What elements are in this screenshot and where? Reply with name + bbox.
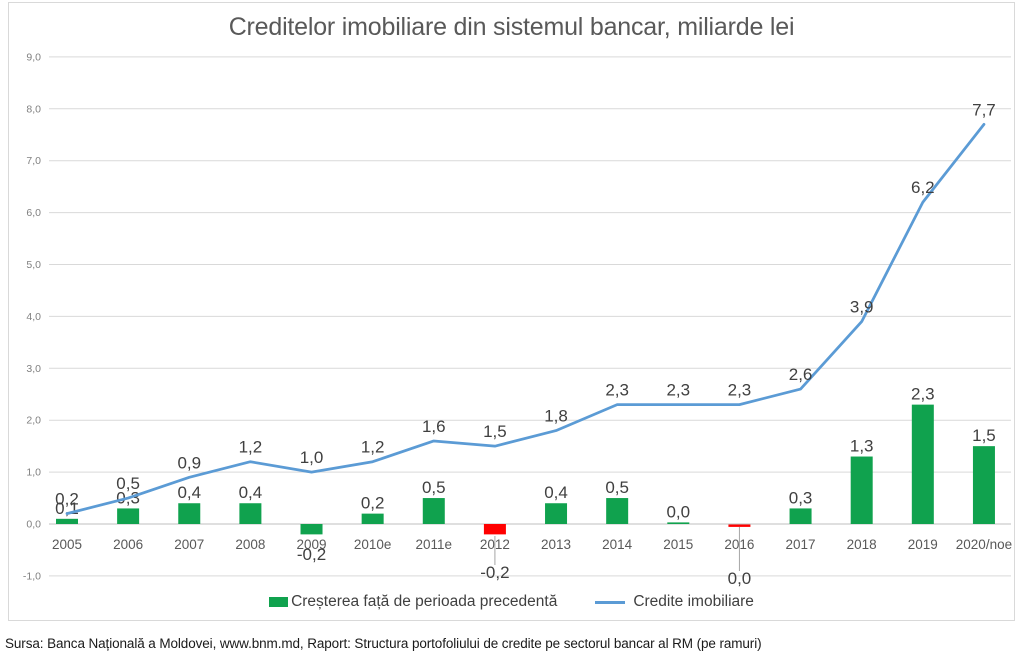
line-data-label: 1,2 bbox=[239, 438, 263, 457]
y-tick-label: 3,0 bbox=[26, 363, 41, 375]
y-tick-label: 0,0 bbox=[26, 519, 41, 531]
bar-data-label: 0,3 bbox=[789, 488, 813, 507]
bar-2017[interactable] bbox=[789, 508, 812, 524]
bar-data-label: -0,2 bbox=[297, 545, 326, 564]
bar-data-label: -0,2 bbox=[480, 563, 509, 582]
line-data-label: 1,5 bbox=[483, 422, 507, 441]
bar-2018[interactable] bbox=[850, 456, 873, 524]
legend-label-credits: Credite imobiliare bbox=[633, 593, 754, 610]
bar-data-label: 0,4 bbox=[177, 483, 201, 502]
bar-2019[interactable] bbox=[911, 404, 934, 524]
x-axis-label: 2018 bbox=[847, 537, 877, 552]
x-axis-label: 2009 bbox=[296, 537, 326, 552]
legend-label-growth: Creșterea față de perioada precedentă bbox=[291, 593, 558, 610]
combo-chart: 9,0 8,0 7,0 6,0 5,0 4,0 3,0 2,0 1,0 0,0 -1,0 2005 20… bbox=[23, 51, 1012, 588]
bar-2007[interactable] bbox=[178, 503, 201, 524]
legend-bar-swatch-icon bbox=[269, 597, 289, 607]
bar-2011e[interactable] bbox=[422, 498, 445, 524]
bar-2020/noe[interactable] bbox=[972, 446, 995, 524]
line-series-credite-imobiliare[interactable] bbox=[65, 122, 986, 515]
chart-title: Creditelor imobiliare din sistemul banca… bbox=[228, 13, 795, 41]
bar-2005[interactable] bbox=[56, 518, 78, 524]
y-tick-label: 9,0 bbox=[26, 51, 41, 63]
line-data-label: 3,9 bbox=[850, 298, 874, 317]
bar-data-label: 0,0 bbox=[666, 502, 690, 521]
x-axis-label: 2007 bbox=[174, 537, 204, 552]
x-axis-label: 2019 bbox=[908, 537, 938, 552]
line-data-label: 2,3 bbox=[728, 381, 752, 400]
bar-data-label: 1,5 bbox=[972, 426, 996, 445]
bar-2014[interactable] bbox=[606, 498, 629, 524]
y-tick-label: 7,0 bbox=[26, 155, 41, 167]
y-tick-label: 8,0 bbox=[26, 103, 41, 115]
y-tick-label: 4,0 bbox=[26, 311, 41, 323]
line-data-label: 2,6 bbox=[789, 365, 813, 384]
y-tick-label: 2,0 bbox=[26, 415, 41, 427]
bar-data-label: 2,3 bbox=[911, 385, 935, 404]
x-axis-label: 2014 bbox=[602, 537, 633, 552]
bar-data-label: 0,2 bbox=[361, 494, 385, 513]
line-data-label: 1,2 bbox=[361, 438, 385, 457]
legend-item-credits[interactable]: Credite imobiliare bbox=[595, 593, 754, 611]
bar-data-label: 0,4 bbox=[239, 483, 263, 502]
line-data-label: 0,5 bbox=[116, 474, 140, 493]
legend-item-growth[interactable]: Creșterea față de perioada precedentă bbox=[269, 593, 557, 611]
bar-2008[interactable] bbox=[239, 503, 262, 524]
bar-2010e[interactable] bbox=[361, 513, 384, 524]
bar-2013[interactable] bbox=[545, 503, 568, 524]
bar-2016[interactable] bbox=[728, 524, 751, 527]
y-tick-label: 5,0 bbox=[26, 259, 41, 271]
bar-2006[interactable] bbox=[117, 508, 140, 524]
bar-data-label: 0,0 bbox=[728, 569, 752, 588]
x-axis-label: 2005 bbox=[52, 537, 82, 552]
x-axis-label: 2006 bbox=[113, 537, 143, 552]
bar-2009[interactable] bbox=[300, 524, 323, 535]
x-axis-label: 2008 bbox=[235, 537, 265, 552]
source-note: Sursa: Banca Națională a Moldovei, www.b… bbox=[5, 636, 762, 651]
bar-data-label: 1,3 bbox=[850, 437, 874, 456]
x-axis-label: 2015 bbox=[663, 537, 693, 552]
line-data-label: 0,2 bbox=[55, 490, 79, 509]
bar-data-label: 0,5 bbox=[422, 478, 446, 497]
line-data-label: 0,9 bbox=[177, 453, 201, 472]
bar-data-label: 0,4 bbox=[544, 483, 568, 502]
line-data-label: 1,0 bbox=[300, 448, 324, 467]
bar-2012[interactable] bbox=[483, 524, 506, 535]
legend-line-swatch-icon bbox=[595, 600, 626, 604]
y-tick-label: 1,0 bbox=[26, 467, 41, 479]
y-tick-label: -1,0 bbox=[23, 570, 41, 582]
x-axis-label: 2010e bbox=[354, 537, 392, 552]
y-tick-label: 6,0 bbox=[26, 207, 41, 219]
line-data-label: 2,3 bbox=[666, 381, 690, 400]
line-data-label: 1,6 bbox=[422, 417, 446, 436]
x-axis-label: 2020/noe bbox=[956, 537, 1012, 552]
line-data-label: 6,2 bbox=[911, 178, 935, 197]
line-data-label: 7,7 bbox=[972, 100, 996, 119]
bar-2015[interactable] bbox=[667, 522, 690, 524]
bar-data-label: 0,5 bbox=[605, 478, 629, 497]
line-data-label: 1,8 bbox=[544, 407, 568, 426]
line-data-label: 2,3 bbox=[605, 381, 629, 400]
x-axis-label: 2011e bbox=[416, 537, 453, 552]
chart-container: Creditelor imobiliare din sistemul banca… bbox=[8, 2, 1015, 621]
x-axis-label: 2017 bbox=[786, 537, 816, 552]
x-axis-label: 2013 bbox=[541, 537, 571, 552]
chart-legend: Creșterea față de perioada precedentă Cr… bbox=[9, 593, 1014, 611]
